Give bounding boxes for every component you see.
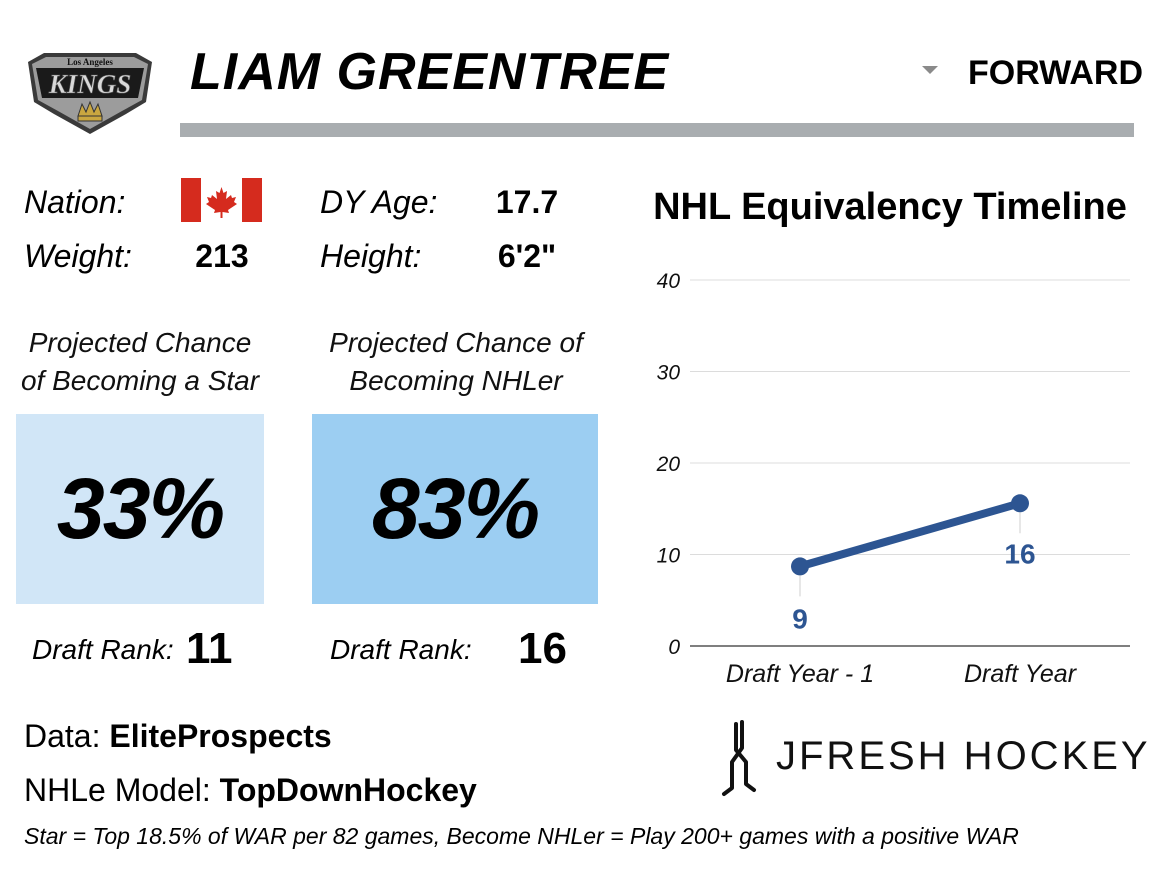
y-tick-label: 0 (668, 636, 680, 659)
data-label: 9 (792, 603, 808, 634)
data-point (791, 557, 809, 576)
nhler-rank-value: 16 (518, 624, 567, 673)
age-label: DY Age: (320, 184, 438, 220)
nhler-rank-label: Draft Rank: (330, 634, 472, 665)
player-position[interactable]: FORWARD (968, 54, 1144, 92)
height-value: 6'2" (497, 238, 557, 274)
data-source: Data: EliteProspects (24, 716, 332, 756)
star-title-line2: of Becoming a Star (20, 365, 260, 396)
y-tick-label: 20 (656, 453, 681, 476)
brand-name: JFRESH HOCKEY (776, 734, 1151, 778)
y-tick-label: 40 (657, 270, 681, 293)
star-chance-title: Projected Chance of Becoming a Star (14, 324, 266, 400)
y-tick-label: 10 (657, 545, 681, 568)
team-logo: Los Angeles KINGS (22, 50, 158, 134)
nhler-title-line2: Becoming NHLer (349, 365, 563, 396)
nhler-title-line1: Projected Chance of (329, 327, 583, 358)
weight-value: 213 (195, 238, 249, 274)
header-divider (180, 123, 1134, 137)
footnote: Star = Top 18.5% of WAR per 82 games, Be… (24, 823, 1019, 849)
data-label: 16 (1004, 538, 1035, 569)
weight-label: Weight: (24, 238, 132, 274)
series-line (796, 499, 1024, 571)
age-value: 17.7 (495, 184, 559, 220)
nhle-model-label: NHLe Model: (24, 772, 220, 808)
star-chance-box: 33% (16, 414, 264, 604)
nhle-model: NHLe Model: TopDownHockey (24, 770, 477, 810)
chart-title: NHL Equivalency Timeline (653, 186, 1127, 228)
chevron-down-icon[interactable] (922, 66, 938, 74)
star-title-line1: Projected Chance (28, 327, 252, 358)
data-point (1011, 494, 1029, 513)
data-source-label: Data: (24, 718, 110, 754)
logo-team-text: KINGS (48, 69, 132, 99)
star-rank-value: 11 (186, 624, 233, 673)
logo-city-text: Los Angeles (67, 57, 113, 67)
x-tick-label: Draft Year - 1 (726, 660, 874, 688)
height-label: Height: (320, 238, 422, 274)
canada-flag-icon (181, 178, 262, 222)
star-chance-value: 33% (56, 460, 225, 557)
nhle-timeline-chart: 0 10 20 30 40 Draft Year - 1 Draft Year 9 16 (640, 258, 1140, 698)
y-tick-label: 30 (657, 362, 681, 385)
hockey-sticks-logo-icon (716, 718, 762, 798)
star-rank-label: Draft Rank: (32, 634, 174, 665)
nhler-chance-value: 83% (371, 460, 540, 557)
x-tick-label: Draft Year (964, 660, 1078, 688)
nhler-chance-title: Projected Chance of Becoming NHLer (308, 324, 604, 400)
nhler-chance-box: 83% (312, 414, 598, 604)
player-name: LIAM GREENTREE (190, 43, 670, 101)
data-source-value: EliteProspects (109, 718, 332, 754)
nation-label: Nation: (24, 184, 126, 220)
nhle-model-value: TopDownHockey (219, 772, 477, 808)
